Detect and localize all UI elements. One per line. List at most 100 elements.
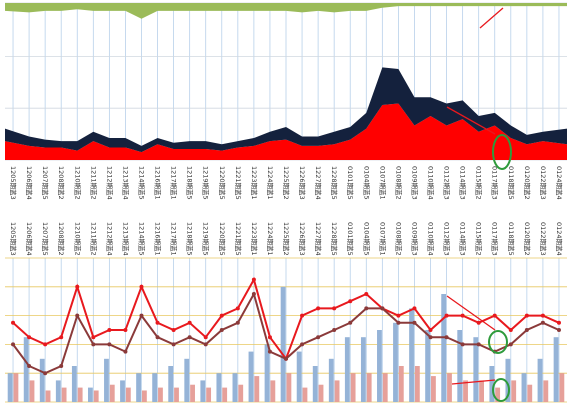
bar <box>254 376 260 402</box>
line-point <box>107 342 112 347</box>
x-tick-label: 1228期蓝5 <box>330 166 339 200</box>
line-point <box>492 313 497 318</box>
line-point <box>59 364 64 368</box>
line-point <box>187 335 192 340</box>
bar <box>489 366 495 402</box>
x-tick-label: 1212期蓝4 <box>105 166 114 200</box>
bar <box>382 373 388 402</box>
line-point <box>476 342 481 347</box>
x-tick-label: 1206期蓝4 <box>25 222 34 256</box>
x-tick-label: 0114期蓝3 <box>459 166 468 200</box>
line-point <box>91 335 96 340</box>
area <box>5 103 567 160</box>
bar <box>543 380 549 402</box>
bar <box>505 358 511 402</box>
line-point <box>219 328 224 332</box>
line-point <box>380 306 385 311</box>
x-tick-label: 1208期蓝2 <box>57 222 66 256</box>
bar <box>344 337 350 402</box>
line-point <box>332 328 337 332</box>
bar <box>29 380 35 402</box>
x-tick-label: 1213期蓝4 <box>121 222 130 256</box>
highlight-ellipse <box>492 134 512 170</box>
x-tick-label: 1225期蓝2 <box>282 222 291 256</box>
x-tick-label: 1226期蓝3 <box>298 222 307 256</box>
line-point <box>508 342 513 347</box>
line-point <box>43 371 48 376</box>
line-point <box>364 306 369 311</box>
bar <box>23 337 29 402</box>
line-point <box>107 328 112 332</box>
line-point <box>444 335 449 340</box>
bar <box>328 358 334 402</box>
line-point <box>267 335 272 340</box>
bar <box>473 337 479 402</box>
bar <box>71 366 77 402</box>
bar <box>553 337 559 402</box>
line-point <box>412 320 417 325</box>
x-tick-label: 0109期蓝3 <box>410 166 419 200</box>
x-tick-label: 0108期蓝2 <box>394 222 403 256</box>
bar <box>511 380 517 402</box>
bar <box>104 358 109 402</box>
bar <box>216 373 222 402</box>
x-tick-label: 1221期蓝5 <box>234 222 243 256</box>
bar <box>312 366 318 402</box>
x-tick-label: 0117期蓝3 <box>491 166 500 200</box>
x-tick-label: 1227期蓝4 <box>314 222 323 256</box>
line-point <box>428 328 433 332</box>
bar <box>152 373 158 402</box>
x-tick-label: 1212期蓝4 <box>105 222 114 256</box>
bar <box>55 380 61 402</box>
bar <box>141 390 147 402</box>
bar <box>366 373 372 402</box>
line-point <box>27 364 32 368</box>
line-point <box>91 342 96 347</box>
bar <box>479 380 485 402</box>
line-point <box>476 320 481 325</box>
x-tick-label: 1207期蓝5 <box>41 222 50 256</box>
x-tick-label: 1214期蓝5 <box>137 222 146 256</box>
bar <box>350 373 356 402</box>
line-point <box>139 313 144 318</box>
x-tick-label: 1227期蓝4 <box>314 166 323 200</box>
bar <box>174 387 179 402</box>
line-point <box>300 342 305 347</box>
line-point <box>219 313 224 318</box>
bar <box>318 384 324 402</box>
line-point <box>123 349 128 354</box>
bar <box>93 390 99 402</box>
bar <box>334 380 340 402</box>
bar <box>125 387 131 402</box>
line-point <box>348 299 353 304</box>
x-tick-label: 0110期蓝4 <box>427 166 436 200</box>
bar <box>7 373 13 402</box>
x-tick-label: 0118期蓝5 <box>507 222 516 256</box>
x-tick-label: 0115期蓝2 <box>475 166 484 200</box>
x-tick-label: 1208期蓝2 <box>57 166 66 200</box>
bar <box>270 380 276 402</box>
bar <box>360 337 366 402</box>
line-point <box>364 292 369 296</box>
bar <box>495 387 501 402</box>
x-tick-label: 1224期蓝1 <box>266 166 275 200</box>
line-point <box>235 320 240 325</box>
line-point <box>123 328 128 332</box>
x-tick-label: 1205期蓝3 <box>9 222 18 256</box>
bar <box>238 384 244 402</box>
x-tick-label: 1210期蓝2 <box>73 166 82 200</box>
x-tick-label: 0122期蓝3 <box>539 222 548 256</box>
x-tick-label: 1211期蓝2 <box>89 166 98 200</box>
line-point <box>139 284 144 289</box>
bar <box>441 294 447 402</box>
line-point <box>348 320 353 325</box>
chart-layer: 1205期蓝3 1206期蓝4 1207期蓝5 1208期蓝2 1210期蓝2 1211期… <box>5 2 567 403</box>
bar <box>184 358 190 402</box>
x-tick-label: 1220期蓝5 <box>218 222 227 256</box>
line-point <box>171 328 176 332</box>
x-tick-label: 1228期蓝5 <box>330 222 339 256</box>
x-tick-label: 0120期蓝2 <box>523 166 532 200</box>
x-tick-label: 1214期蓝5 <box>137 166 146 200</box>
